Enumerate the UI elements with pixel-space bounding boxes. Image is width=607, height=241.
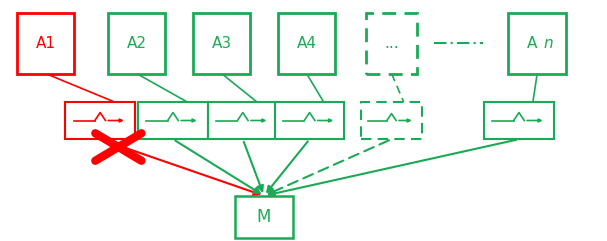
Text: A: A: [527, 36, 538, 51]
Text: n: n: [543, 36, 553, 51]
FancyBboxPatch shape: [66, 102, 135, 139]
Text: ...: ...: [384, 36, 399, 51]
FancyBboxPatch shape: [361, 102, 422, 139]
FancyBboxPatch shape: [274, 102, 345, 139]
FancyBboxPatch shape: [138, 102, 208, 139]
FancyBboxPatch shape: [365, 13, 418, 74]
FancyBboxPatch shape: [236, 196, 293, 238]
FancyBboxPatch shape: [193, 13, 250, 74]
Text: A2: A2: [127, 36, 146, 51]
FancyBboxPatch shape: [108, 13, 165, 74]
Text: A4: A4: [297, 36, 316, 51]
FancyBboxPatch shape: [484, 102, 554, 139]
Text: A3: A3: [211, 36, 232, 51]
FancyBboxPatch shape: [509, 13, 566, 74]
FancyBboxPatch shape: [208, 102, 277, 139]
FancyBboxPatch shape: [17, 13, 74, 74]
FancyBboxPatch shape: [277, 13, 335, 74]
Text: A1: A1: [36, 36, 55, 51]
Text: M: M: [257, 208, 271, 226]
